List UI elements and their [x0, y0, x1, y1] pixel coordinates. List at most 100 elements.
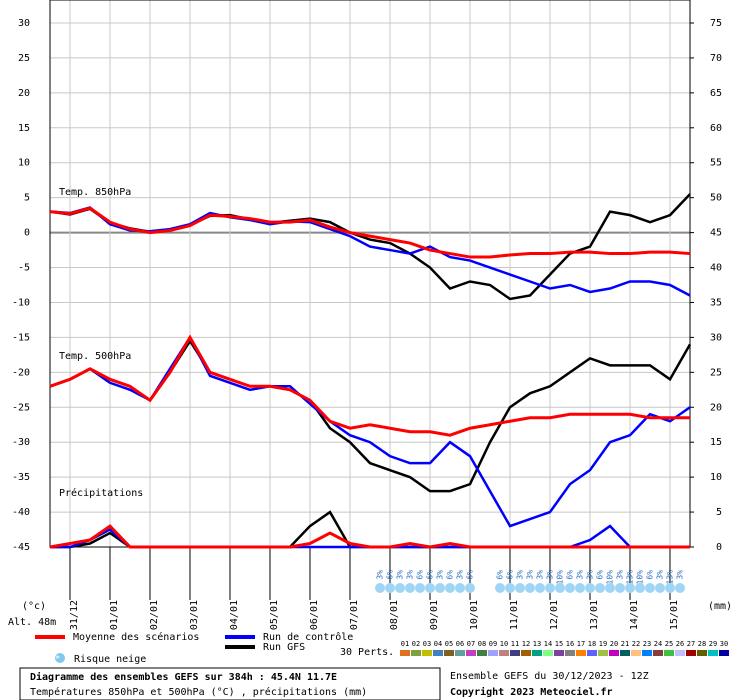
y-tick-label: -35 — [12, 472, 30, 483]
y-tick-label: -15 — [12, 332, 30, 343]
perturbation-swatch — [598, 650, 608, 656]
series-line — [49, 206, 691, 259]
perturbation-label: 27 — [687, 640, 695, 648]
y2-tick-label: 5 — [716, 507, 722, 518]
y-tick-label: -25 — [12, 402, 30, 413]
snow-icon — [425, 583, 435, 593]
snow-icon — [395, 583, 405, 593]
snow-icon — [625, 583, 635, 593]
x-tick-label: 02/01 — [149, 600, 160, 630]
x-tick-label: 03/01 — [189, 600, 200, 630]
perturbation-swatch — [499, 650, 509, 656]
perturbation-swatch — [697, 650, 707, 656]
perturbation-label: 08 — [478, 640, 486, 648]
y-tick-label: 10 — [18, 158, 30, 169]
x-tick-label: 31/12 — [69, 600, 80, 630]
perturbation-label: 11 — [511, 640, 519, 648]
perturbation-label: 30 — [720, 640, 728, 648]
altitude: Alt. 48m — [8, 617, 56, 628]
perturbation-swatch — [532, 650, 542, 656]
perturbation-label: 24 — [654, 640, 662, 648]
snow-label: 6% — [426, 570, 435, 580]
panel-label: Précipitations — [59, 487, 143, 499]
footer-subtitle: Températures 850hPa et 500hPa (°C) , pré… — [30, 686, 367, 698]
perturbation-label: 13 — [533, 640, 541, 648]
y2-tick-label: 75 — [710, 18, 722, 29]
snow-icon — [505, 583, 515, 593]
snow-label: 3% — [676, 570, 685, 580]
snow-label: 3% — [406, 570, 415, 580]
perturbation-swatch — [444, 650, 454, 656]
perturbation-label: 15 — [555, 640, 563, 648]
perturbation-label: 20 — [610, 640, 618, 648]
x-tick-label: 01/01 — [109, 600, 120, 630]
x-tick-label: 06/01 — [309, 600, 320, 630]
svg-text:*: * — [55, 655, 60, 665]
perturbation-swatch — [653, 650, 663, 656]
y2-tick-label: 10 — [710, 472, 722, 483]
snow-legend-icon: * — [55, 653, 65, 665]
perturbation-swatch — [719, 650, 729, 656]
perturbation-swatch — [510, 650, 520, 656]
snow-label: 6% — [596, 570, 605, 580]
snow-icon — [535, 583, 545, 593]
snow-icon — [575, 583, 585, 593]
x-tick-label: 13/01 — [589, 600, 600, 630]
perturbation-swatch — [708, 650, 718, 656]
perturbation-label: 06 — [456, 640, 464, 648]
snow-icon — [635, 583, 645, 593]
y-tick-label: -40 — [12, 507, 30, 518]
perturbation-label: 18 — [588, 640, 596, 648]
perturbation-label: 16 — [566, 640, 574, 648]
footer-copyright: Copyright 2023 Meteociel.fr — [450, 686, 613, 698]
snow-icon — [545, 583, 555, 593]
perturbation-swatch — [609, 650, 619, 656]
snow-label: 6% — [386, 570, 395, 580]
perturbation-swatch — [400, 650, 410, 656]
snow-label: 13% — [666, 570, 675, 585]
snow-icon — [645, 583, 655, 593]
x-tick-label: 05/01 — [269, 600, 280, 630]
y2-tick-label: 55 — [710, 158, 722, 169]
y-tick-label: 30 — [18, 18, 30, 29]
y-axis-title: (°c) — [22, 601, 46, 612]
perturbation-swatch — [620, 650, 630, 656]
snow-label: 6% — [496, 570, 505, 580]
footer-title: Diagramme des ensembles GEFS sur 384h : … — [30, 671, 337, 683]
snow-icon — [595, 583, 605, 593]
x-tick-label: 11/01 — [509, 600, 520, 630]
y2-tick-label: 35 — [710, 297, 722, 308]
perturbation-label: 12 — [522, 640, 530, 648]
y2-tick-label: 70 — [710, 53, 722, 64]
perturbation-swatch — [675, 650, 685, 656]
snow-icon — [615, 583, 625, 593]
snow-icon — [435, 583, 445, 593]
snow-label: 6% — [506, 570, 515, 580]
y-tick-label: -30 — [12, 437, 30, 448]
perturbation-label: 10 — [500, 640, 508, 648]
perturbation-swatch — [576, 650, 586, 656]
snow-icon — [465, 583, 475, 593]
perturbation-swatch — [477, 650, 487, 656]
panel-label: Temp. 850hPa — [59, 187, 131, 198]
snow-legend-label: Risque neige — [74, 654, 146, 665]
perturbation-swatch — [422, 650, 432, 656]
snow-label: 3% — [526, 570, 535, 580]
perturbation-swatch — [631, 650, 641, 656]
snow-icon — [375, 583, 385, 593]
y-tick-label: 0 — [24, 228, 30, 239]
y2-tick-label: 20 — [710, 402, 722, 413]
legend-label: Run de contrôle — [263, 631, 353, 643]
snow-icon — [565, 583, 575, 593]
perturbation-label: 26 — [676, 640, 684, 648]
series-line — [49, 524, 690, 549]
x-tick-label: 09/01 — [429, 600, 440, 630]
x-tick-label: 10/01 — [469, 600, 480, 630]
snow-label: 6% — [446, 570, 455, 580]
perturbation-swatch — [488, 650, 498, 656]
snow-label: 3% — [456, 570, 465, 580]
y-tick-label: -45 — [12, 542, 30, 553]
perturbation-swatch — [466, 650, 476, 656]
